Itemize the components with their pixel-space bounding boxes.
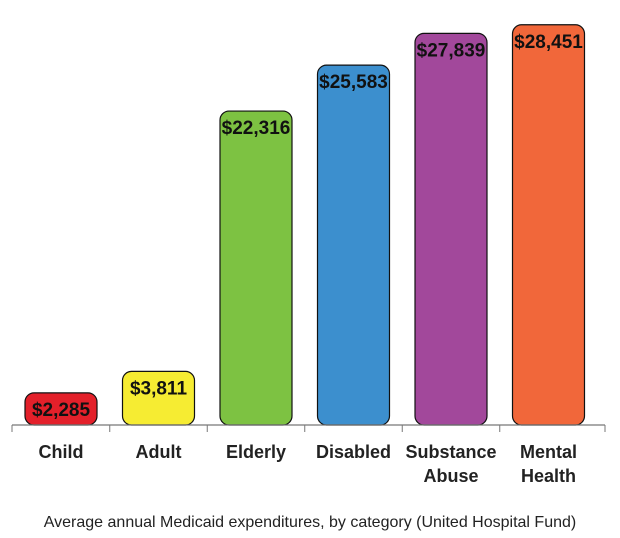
category-label-child: Child: [39, 442, 84, 462]
bar-disabled: [316, 64, 391, 426]
value-label-child: $2,285: [32, 400, 91, 421]
value-label-elderly: $22,316: [222, 118, 291, 139]
category-labels: Child Adult Elderly Disabled Substance Abuse M…: [39, 442, 578, 486]
category-label-disabled: Disabled: [316, 442, 391, 462]
chart-caption: Average annual Medicaid expenditures, by…: [43, 514, 577, 531]
bar-chart: $2,285 $3,811 $22,316 $25,583 $27,839 $28,451…: [11, 24, 606, 486]
value-label-mental-health: $28,451: [514, 32, 583, 53]
value-label-substance-abuse: $27,839: [417, 40, 486, 61]
category-label-mental: Mental: [520, 442, 577, 462]
value-label-adult: $3,811: [130, 378, 187, 399]
x-axis: [11, 424, 606, 432]
value-label-disabled: $25,583: [319, 72, 388, 93]
category-label-health: Health: [521, 466, 576, 486]
bar-substance-abuse: [414, 32, 488, 426]
bar-elderly: [219, 110, 293, 426]
bar-mental-health: [511, 24, 586, 426]
category-label-adult: Adult: [136, 442, 182, 462]
category-label-substance: Substance: [405, 442, 496, 462]
category-label-abuse: Abuse: [423, 466, 478, 486]
category-label-elderly: Elderly: [226, 442, 286, 462]
bars-group: $2,285 $3,811 $22,316 $25,583 $27,839 $28,451: [24, 24, 586, 426]
